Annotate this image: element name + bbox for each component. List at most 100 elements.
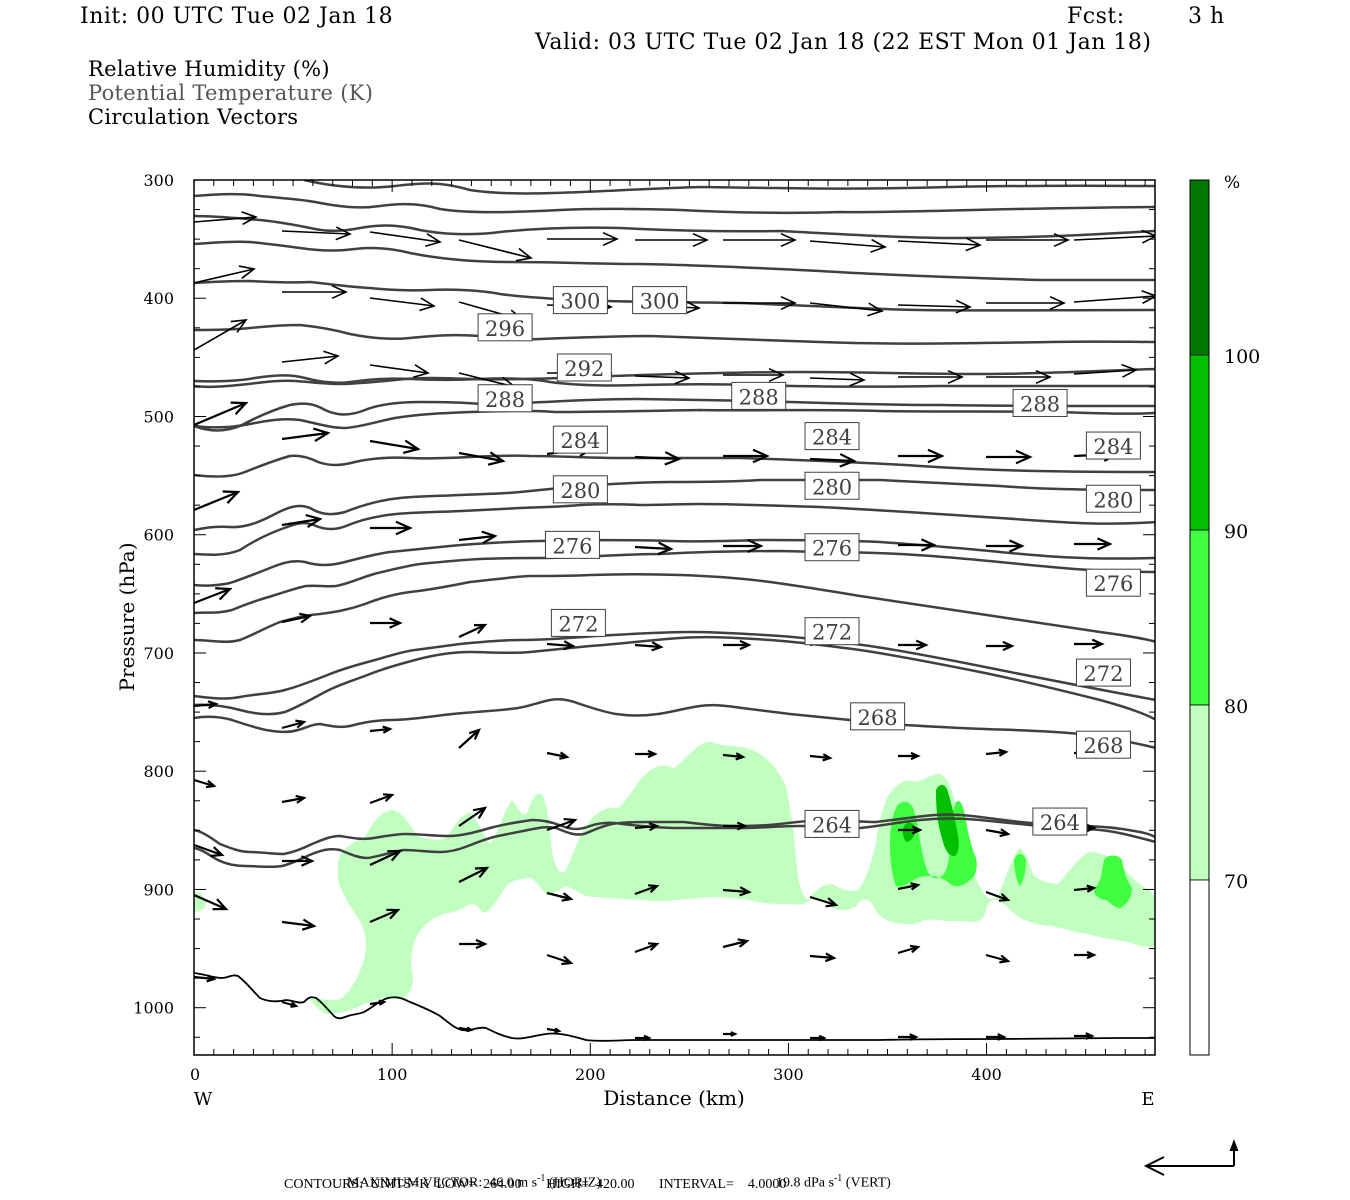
x-tick-label: 0 <box>190 1065 200 1084</box>
vector-arrow <box>898 751 921 761</box>
vector-arrow <box>282 855 315 867</box>
colorbar-level-label: 80 <box>1224 696 1248 718</box>
vector-arrow <box>898 538 937 552</box>
contour-label-box <box>804 809 860 838</box>
contour-label: 272 <box>812 621 852 645</box>
vector-arrow <box>897 882 921 891</box>
vector-arrow <box>194 587 233 605</box>
contour-label: 300 <box>640 290 680 314</box>
vector-arrow <box>1073 884 1097 893</box>
vector-arrow <box>634 822 660 832</box>
contour-line <box>194 397 1155 432</box>
vector-arrow <box>634 641 664 652</box>
vector-arrow <box>458 806 488 827</box>
contour-label-box <box>1012 388 1068 417</box>
vector-arrow <box>281 1000 299 1008</box>
vector-arrow <box>194 490 241 512</box>
contour-label-box <box>1085 568 1141 597</box>
contour-label: 284 <box>560 429 600 453</box>
vector-arrow <box>1074 537 1113 551</box>
contour-label: 272 <box>1083 662 1123 686</box>
contour-label: 288 <box>485 388 525 412</box>
contour-label-box <box>477 313 533 342</box>
contour-labels: 300 300 296 292 288 288 288 284 284 284 280 280 280 2… <box>477 286 1141 838</box>
contour-label: 284 <box>812 426 852 450</box>
contour-label: 280 <box>1093 488 1133 512</box>
vector-arrow <box>986 369 1052 385</box>
contour-label: 296 <box>485 317 525 341</box>
vector-arrow <box>898 825 923 835</box>
max-vert-line: 19.8 dPa s-1 (VERT) <box>769 1157 891 1192</box>
contour-line <box>194 192 1155 215</box>
vector-arrow <box>986 232 1070 248</box>
vector-arrow <box>634 884 660 896</box>
contour-label-box <box>552 475 608 504</box>
field-vectors: Circulation Vectors <box>88 105 299 129</box>
vector-arrow <box>809 372 866 387</box>
contour-label-box <box>1032 807 1088 836</box>
vector-arrow <box>281 514 323 529</box>
colorbar-segment <box>1189 879 1210 1056</box>
y-axis-title: Pressure (hPa) <box>115 543 139 692</box>
vector-arrow <box>897 299 972 314</box>
vector-arrow <box>722 938 750 949</box>
vector-arrow <box>986 1033 1007 1041</box>
contour-label-box <box>731 381 787 410</box>
colorbar-segment <box>1189 704 1210 881</box>
vector-arrow <box>369 849 403 866</box>
contour-line <box>194 478 1155 532</box>
contour-label-box <box>477 384 533 413</box>
vector-arrow <box>546 891 574 902</box>
axis-ticks <box>193 179 1155 1055</box>
contour-line <box>194 374 1155 388</box>
y-tick-label: 700 <box>143 644 174 663</box>
vector-arrow <box>1074 950 1097 960</box>
max-vert-tag: (VERT) <box>845 1175 891 1191</box>
vector-arrow <box>1073 229 1155 244</box>
vector-arrow <box>723 232 797 248</box>
vector-arrow <box>369 725 393 734</box>
contour-line <box>194 367 1155 389</box>
field-theta: Potential Temperature (K) <box>88 81 374 105</box>
y-tick-label: 800 <box>143 762 174 781</box>
contour-line <box>194 817 1155 856</box>
vector-arrow <box>458 239 533 262</box>
contour-label-box <box>1075 658 1131 687</box>
vector-arrow <box>635 749 658 759</box>
vector-arrow <box>546 1027 562 1034</box>
vector-arrow <box>458 451 506 466</box>
contour-label-box <box>550 608 606 637</box>
vector-arrow <box>985 828 1011 838</box>
vector-arrow <box>546 817 578 832</box>
max-vector-line: MAXIMUM VECTOR: 46.0 m s-1 (HORIZ) <box>340 1157 601 1192</box>
vector-arrow <box>809 302 884 317</box>
rh-80-region-b <box>1014 853 1026 886</box>
vector-arrow <box>281 350 340 365</box>
valid-time: Valid: 03 UTC Tue 02 Jan 18 (22 EST Mon … <box>535 30 1152 55</box>
vector-arrow <box>985 890 1011 902</box>
vector-arrow <box>985 953 1011 964</box>
contour-line <box>194 214 1155 240</box>
y-tick-label: 500 <box>143 407 174 426</box>
vector-arrow <box>281 794 307 804</box>
contour-label-box <box>804 617 860 646</box>
vector-arrow <box>898 448 945 464</box>
contour-line <box>194 408 1155 430</box>
colorbar-level-label: 100 <box>1224 346 1260 368</box>
vector-arrow <box>458 623 488 638</box>
vector-arrow <box>809 753 833 762</box>
max-horiz-value: 46.0 m s <box>489 1175 538 1191</box>
x-axis-title: Distance (km) <box>603 1086 745 1110</box>
y-tick-label: 300 <box>143 171 174 190</box>
vector-arrow <box>459 938 488 950</box>
vector-arrow <box>547 231 619 247</box>
vector-arrow <box>458 728 481 749</box>
forecast-label: Fcst: <box>1067 4 1125 29</box>
contour-line <box>194 323 1155 345</box>
vector-arrow <box>194 319 248 351</box>
vector-arrow <box>1073 363 1138 378</box>
x-tick-labels: 0 100 200 300 400 <box>190 1065 1002 1084</box>
vector-arrow <box>723 821 748 831</box>
rh-70-region-main <box>310 741 1155 1014</box>
contour-line <box>194 240 1155 282</box>
